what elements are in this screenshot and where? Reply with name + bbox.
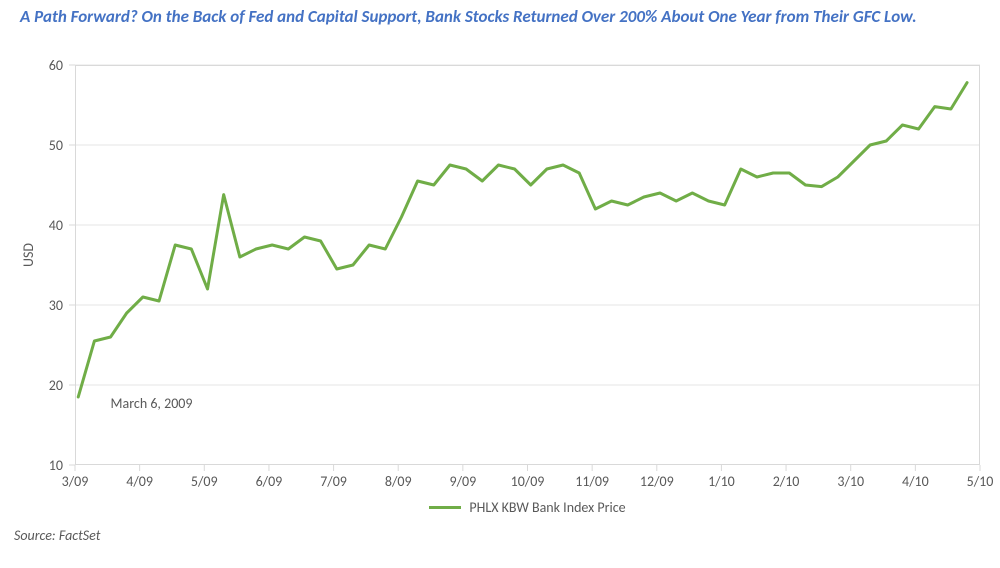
x-tick-label: 10/09: [503, 473, 553, 490]
x-tick-label: 12/09: [632, 473, 682, 490]
x-tick-label: 2/10: [761, 473, 811, 490]
y-tick-label: 10: [35, 457, 63, 474]
legend-swatch: [429, 506, 461, 509]
x-tick-label: 8/09: [373, 473, 423, 490]
x-tick-label: 3/10: [826, 473, 876, 490]
plot-wrap: USD 1020304050603/094/095/096/097/098/09…: [75, 65, 980, 465]
chart-container: { "title": { "text": "A Path Forward? On…: [0, 0, 1000, 568]
y-tick-label: 50: [35, 137, 63, 154]
legend-label: PHLX KBW Bank Index Price: [469, 499, 625, 516]
y-tick-label: 20: [35, 377, 63, 394]
x-tick-label: 4/09: [115, 473, 165, 490]
y-tick-label: 30: [35, 297, 63, 314]
x-tick-label: 6/09: [244, 473, 294, 490]
source-text: Source: FactSet: [14, 527, 100, 544]
x-tick-label: 5/10: [955, 473, 1000, 490]
x-tick-label: 11/09: [567, 473, 617, 490]
y-tick-label: 40: [35, 217, 63, 234]
x-tick-label: 3/09: [50, 473, 100, 490]
chart-title: A Path Forward? On the Back of Fed and C…: [20, 6, 980, 27]
x-tick-label: 1/10: [696, 473, 746, 490]
x-tick-label: 5/09: [179, 473, 229, 490]
y-axis-label: USD: [20, 230, 37, 280]
x-tick-label: 9/09: [438, 473, 488, 490]
annotation-low-point: March 6, 2009: [111, 395, 193, 412]
y-tick-label: 60: [35, 57, 63, 74]
x-tick-label: 4/10: [890, 473, 940, 490]
x-tick-label: 7/09: [309, 473, 359, 490]
legend: PHLX KBW Bank Index Price: [75, 499, 980, 516]
plot-area: [75, 65, 980, 465]
